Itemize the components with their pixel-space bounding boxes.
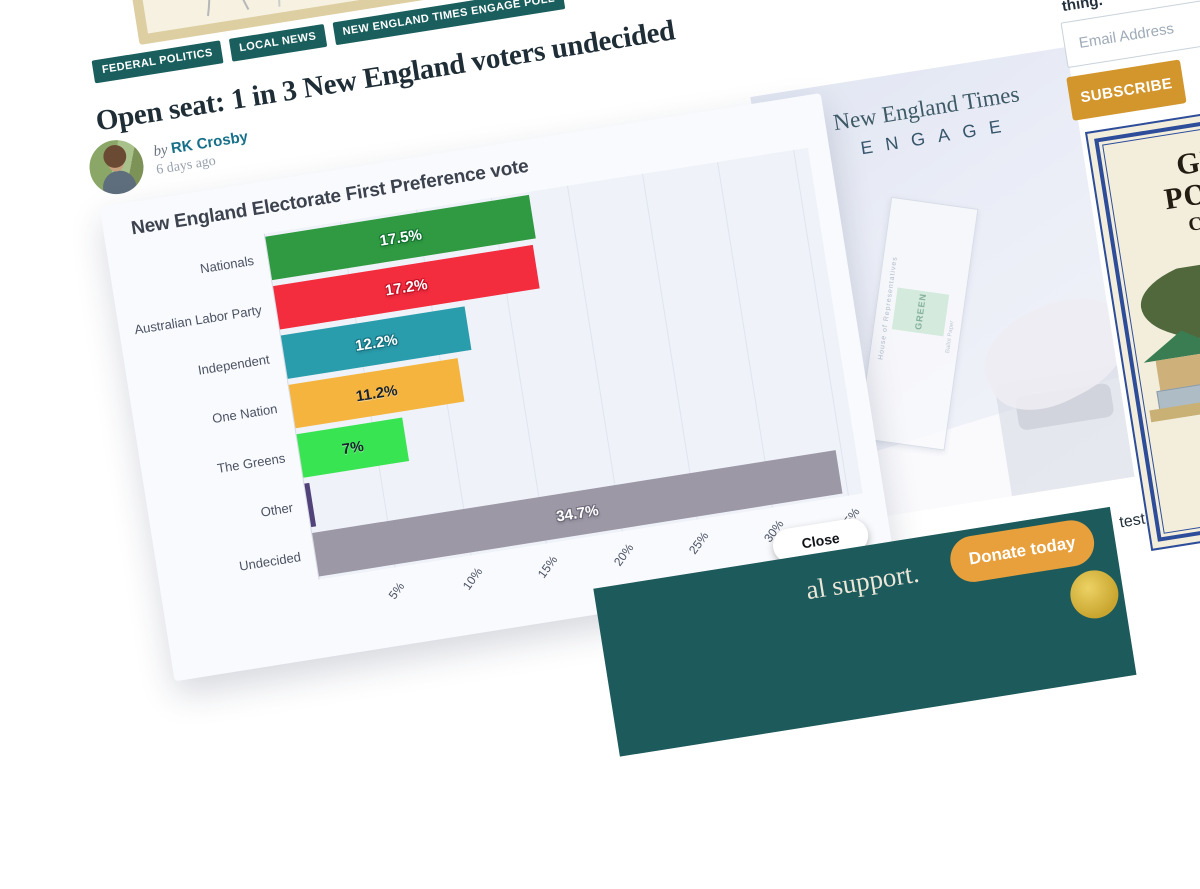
- bar-value-label: 11.2%: [354, 381, 399, 405]
- newsletter-text-fragment: thing.: [1060, 0, 1104, 16]
- gridline: [566, 185, 623, 532]
- donate-button[interactable]: Donate today: [947, 517, 1098, 586]
- x-tick-label: 15%: [535, 553, 561, 581]
- tag-local-news[interactable]: LOCAL NEWS: [228, 23, 327, 62]
- x-tick-label: 5%: [386, 579, 408, 602]
- x-tick-label: 20%: [610, 541, 636, 569]
- author-avatar: [85, 136, 148, 198]
- donation-message: al support.: [803, 557, 922, 606]
- x-tick-label: 25%: [685, 529, 712, 557]
- byline-prefix: by: [152, 141, 169, 161]
- gridline: [641, 173, 698, 520]
- partner-logo-icon: [1066, 566, 1122, 622]
- previous-article-image-fragment: [122, 0, 456, 45]
- subscribe-button[interactable]: SUBSCRIBE: [1066, 59, 1187, 121]
- tag-federal-politics[interactable]: FEDERAL POLITICS: [91, 40, 224, 84]
- advert-illustration: [1128, 244, 1200, 423]
- x-tick-label: 10%: [459, 564, 486, 593]
- latest-heading-fragment: test: [1118, 510, 1147, 532]
- bar-the-greens: 7%: [296, 417, 410, 478]
- sketch-illustration: [134, 0, 445, 34]
- bar-value-label: 12.2%: [353, 330, 399, 355]
- bar-value-label: 7%: [340, 437, 365, 458]
- gridline: [717, 161, 774, 508]
